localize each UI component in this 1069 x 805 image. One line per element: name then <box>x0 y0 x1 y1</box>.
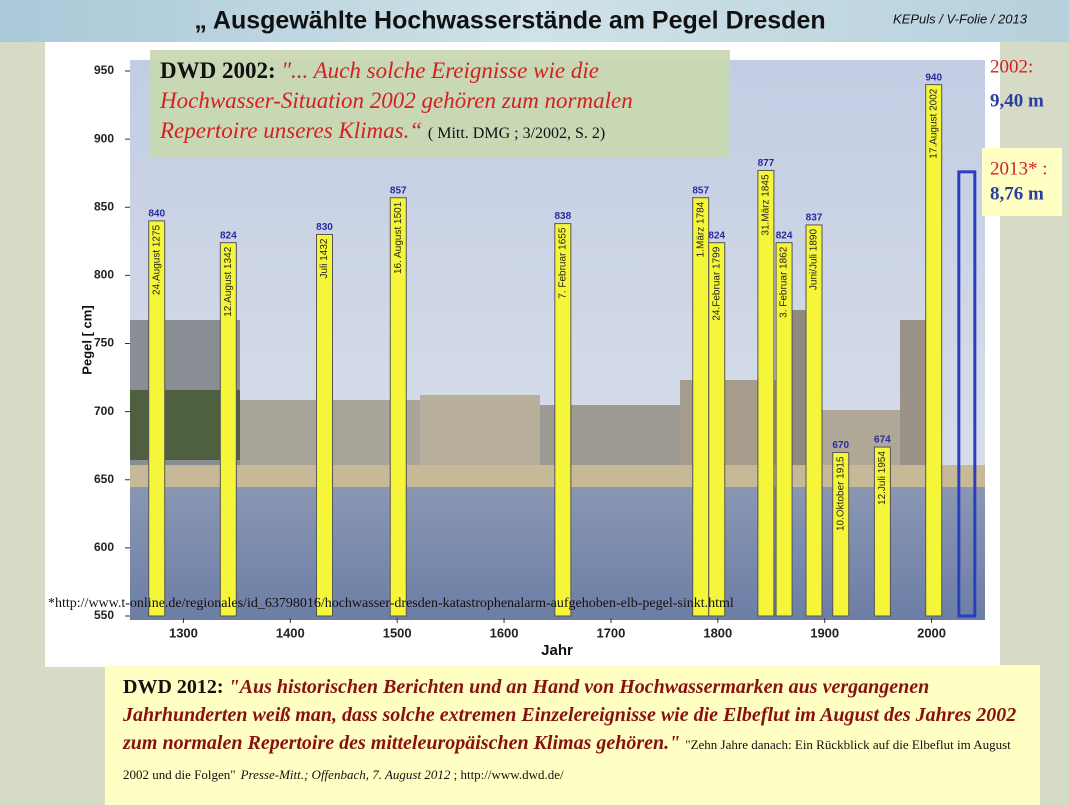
bar <box>554 223 572 617</box>
value-label: 840 <box>148 209 165 220</box>
bar <box>832 452 850 617</box>
quote-text: "... Auch solche Ereignisse wie die Hoch… <box>160 58 633 143</box>
bar-label: 24.Februar 1799 <box>711 246 722 320</box>
y-tick-label: 650 <box>94 472 114 486</box>
quote-box: DWD 2012: "Aus historischen Berichten un… <box>105 665 1040 805</box>
bar <box>389 197 407 617</box>
callout-label: 2002: <box>990 56 1033 77</box>
bar <box>708 242 726 617</box>
quote-lead: DWD 2012: <box>123 676 224 698</box>
quote-url: ; http://www.dwd.de/ <box>450 767 564 782</box>
y-tick-label: 600 <box>94 540 114 554</box>
footnote: *http://www.t-online.de/regionales/id_63… <box>48 596 734 611</box>
x-tick-label: 1400 <box>276 625 305 640</box>
y-tick-label: 900 <box>94 131 114 145</box>
callout-text: 9,40 m <box>990 90 1044 111</box>
value-label: 837 <box>806 213 823 224</box>
bar-label: 24.August 1275 <box>151 224 162 294</box>
bar-label: 16. August 1501 <box>393 201 404 274</box>
y-tick-label: 950 <box>94 63 114 77</box>
chart-title: „ Ausgewählte Hochwasserstände am Pegel … <box>194 7 825 35</box>
quote-source: Presse-Mitt.; Offenbach, 7. August 2012 <box>240 767 451 782</box>
callout-box <box>982 148 1062 216</box>
value-label: 824 <box>220 230 237 241</box>
x-tick-label: 2000 <box>917 625 946 640</box>
value-label: 877 <box>758 158 775 169</box>
callout-text: 8,76 m <box>990 183 1044 204</box>
x-tick-label: 1700 <box>596 625 625 640</box>
bar-label: 10.Oktober 1915 <box>835 456 846 531</box>
y-tick-label: 550 <box>94 608 114 622</box>
quote-lead: DWD 2002: <box>160 58 276 83</box>
x-tick-label: 1800 <box>703 625 732 640</box>
bar <box>219 242 237 617</box>
value-label: 857 <box>390 185 407 196</box>
value-label: 838 <box>555 211 572 222</box>
x-tick-label: 1900 <box>810 625 839 640</box>
bar <box>316 234 334 617</box>
quote-ref: "Zehn Jahre danach: Ein Rückblick auf di… <box>123 737 1011 782</box>
value-label: 824 <box>776 230 793 241</box>
bar <box>957 170 977 618</box>
quote-box: DWD 2002: "... Auch solche Ereignisse wi… <box>150 50 730 158</box>
callout-label: 2013* : <box>990 158 1048 179</box>
y-tick-label: 800 <box>94 268 114 282</box>
bar-label: 3. Februar 1862 <box>779 246 790 318</box>
credit: KEPuls / V-Folie / 2013 <box>893 11 1028 26</box>
value-label: 830 <box>316 222 333 233</box>
value-label: 824 <box>708 230 725 241</box>
bar <box>805 224 823 617</box>
quote-ref: ( Mitt. DMG ; 3/2002, S. 2) <box>427 125 606 142</box>
bar <box>757 169 775 617</box>
bar-label: Juni/Juli 1890 <box>809 229 820 291</box>
x-tick-label: 1500 <box>383 625 412 640</box>
y-axis-label: Pegel [ cm] <box>79 305 94 374</box>
y-tick-label: 850 <box>94 199 114 213</box>
quote-text: "Aus historischen Berichten und an Hand … <box>123 676 1017 754</box>
bar <box>873 446 891 617</box>
bar-label: 1.März 1784 <box>695 201 706 257</box>
bar-label: 12.Juli 1954 <box>877 451 888 505</box>
bar <box>148 220 166 617</box>
value-label: 857 <box>692 185 709 196</box>
bar-label: 7. Februar 1655 <box>557 227 568 299</box>
bar <box>775 242 793 617</box>
x-tick-label: 1600 <box>490 625 519 640</box>
bar <box>925 84 943 617</box>
x-tick-label: 1300 <box>169 625 198 640</box>
title-band <box>0 0 1069 42</box>
bar-label: 12.August 1342 <box>223 246 234 316</box>
bar <box>692 197 710 617</box>
value-label: 940 <box>925 72 942 83</box>
y-tick-label: 700 <box>94 404 114 418</box>
value-label: 670 <box>832 440 849 451</box>
bar-label: Juli 1432 <box>319 238 330 278</box>
x-axis-label: Jahr <box>541 642 573 659</box>
bar-label: 17.August 2002 <box>928 88 939 158</box>
bar-label: 31.März 1845 <box>761 174 772 236</box>
y-tick-label: 750 <box>94 336 114 350</box>
value-label: 674 <box>874 435 891 446</box>
